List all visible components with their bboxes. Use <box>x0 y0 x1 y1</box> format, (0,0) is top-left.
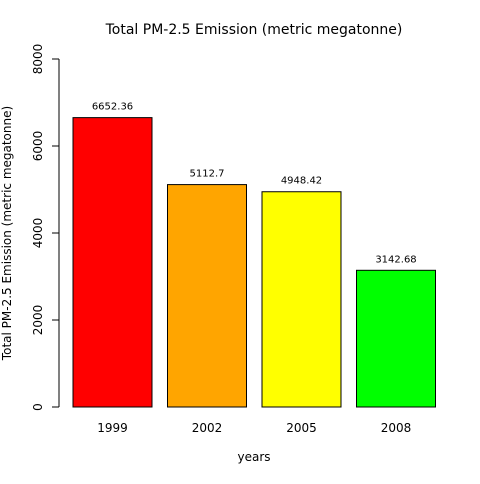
chart-title: Total PM-2.5 Emission (metric megatonne) <box>105 22 403 38</box>
bar-2005 <box>261 191 342 408</box>
x-tick-label-2002: 2002 <box>192 421 223 435</box>
y-tick-label: 6000 <box>31 131 45 162</box>
data-label-1999: 6652.36 <box>92 102 133 113</box>
bar-2002 <box>167 184 247 408</box>
y-tick-label: 0 <box>31 403 45 411</box>
bar-series <box>72 117 436 408</box>
y-tick-label: 2000 <box>31 305 45 336</box>
x-axis-label: years <box>237 450 270 464</box>
y-tick-label: 8000 <box>31 44 45 75</box>
x-axis-tick-labels: 1999 2002 2005 2008 <box>97 421 411 435</box>
data-labels: 6652.36 5112.7 4948.42 3142.68 <box>92 102 417 266</box>
data-label-2008: 3142.68 <box>375 254 416 265</box>
x-tick-label-2008: 2008 <box>381 421 412 435</box>
data-label-2002: 5112.7 <box>190 169 225 180</box>
x-tick-label-2005: 2005 <box>286 421 317 435</box>
bar-2008 <box>356 269 436 408</box>
y-tick-label: 4000 <box>31 218 45 249</box>
y-axis-ticks: 0 2000 4000 6000 8000 <box>31 44 59 411</box>
y-axis-label: Total PM-2.5 Emission (metric megatonne) <box>0 106 14 361</box>
data-label-2005: 4948.42 <box>281 176 322 187</box>
bar-1999 <box>72 117 153 408</box>
x-tick-label-1999: 1999 <box>97 421 128 435</box>
